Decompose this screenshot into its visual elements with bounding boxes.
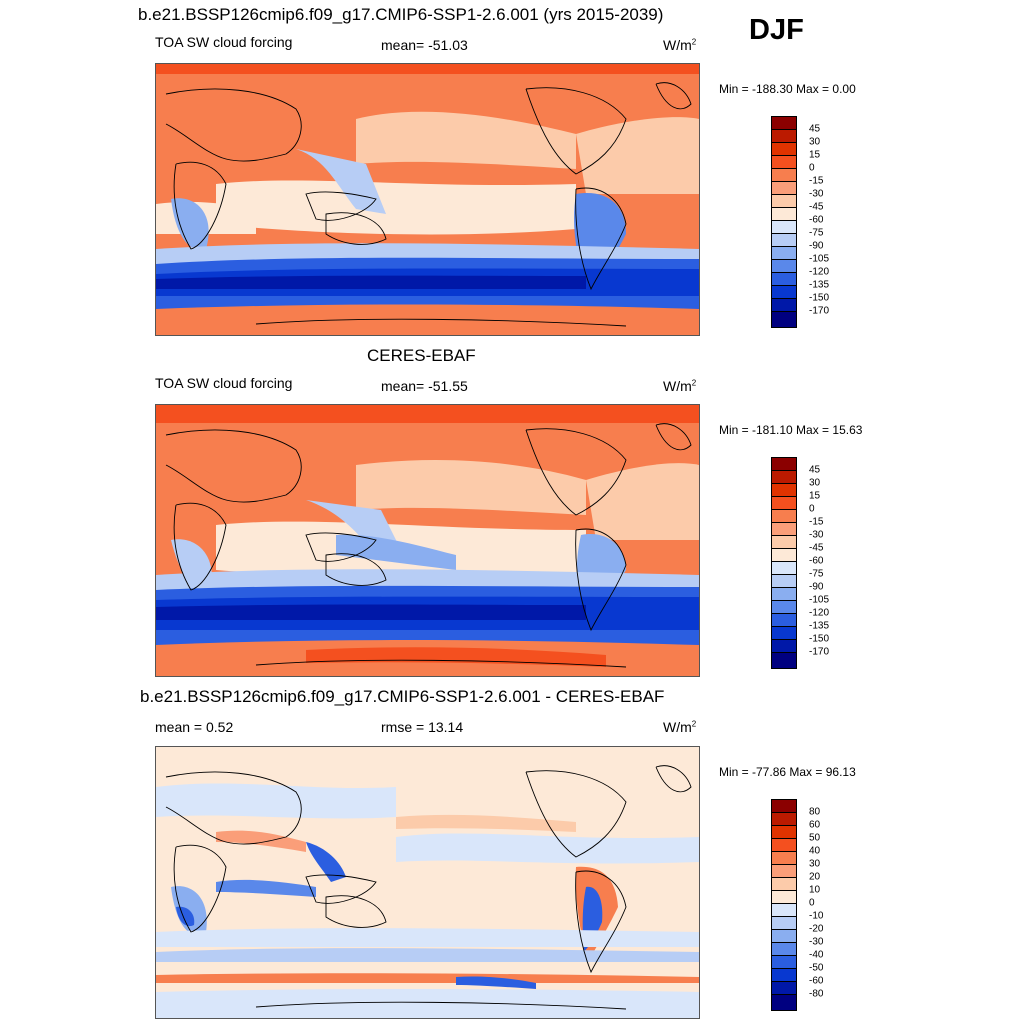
tick-label: -75: [809, 227, 824, 239]
tick-label: 30: [809, 858, 821, 870]
tick-label: -90: [809, 240, 824, 252]
panel-3-title: b.e21.BSSP126cmip6.f09_g17.CMIP6-SSP1-2.…: [140, 687, 665, 706]
panel-3-mean-label: mean = 0.52: [155, 719, 234, 735]
tick-label: -170: [809, 305, 830, 317]
tick-label: -105: [809, 253, 830, 265]
panel-3-map: [155, 746, 700, 1019]
panel-1-colorbar: [771, 116, 797, 328]
tick-label: 0: [809, 503, 815, 515]
tick-label: -135: [809, 279, 830, 291]
panel-1-variable-label: TOA SW cloud forcing: [155, 34, 293, 50]
panel-3-rmse-label: rmse = 13.14: [381, 719, 464, 735]
panel-3-minmax: Min = -77.86 Max = 96.13: [719, 765, 856, 779]
tick-label: -30: [809, 188, 824, 200]
panel-2-units: W/m2: [663, 378, 697, 394]
tick-label: -45: [809, 201, 824, 213]
tick-label: 0: [809, 162, 815, 174]
tick-label: -30: [809, 936, 824, 948]
panel-2-mean-label: mean= -51.55: [381, 378, 468, 394]
tick-label: 15: [809, 490, 821, 502]
panel-2-variable-label: TOA SW cloud forcing: [155, 375, 293, 391]
tick-label: -150: [809, 292, 830, 304]
tick-label: 40: [809, 845, 821, 857]
panel-1-map: [155, 63, 700, 336]
tick-label: -10: [809, 910, 824, 922]
tick-label: 30: [809, 136, 821, 148]
tick-label: -60: [809, 214, 824, 226]
tick-label: -60: [809, 975, 824, 987]
tick-label: -45: [809, 542, 824, 554]
tick-label: -15: [809, 175, 824, 187]
tick-label: 30: [809, 477, 821, 489]
panel-2-colorbar: [771, 457, 797, 669]
tick-label: 0: [809, 897, 815, 909]
panel-3-units: W/m2: [663, 719, 697, 735]
tick-label: -135: [809, 620, 830, 632]
tick-label: 20: [809, 871, 821, 883]
tick-label: -120: [809, 266, 830, 278]
tick-label: 45: [809, 464, 821, 476]
tick-label: 80: [809, 806, 821, 818]
panel-1-minmax: Min = -188.30 Max = 0.00: [719, 82, 856, 96]
tick-label: 50: [809, 832, 821, 844]
tick-label: -50: [809, 962, 824, 974]
panel-1-units: W/m2: [663, 37, 697, 53]
tick-label: -15: [809, 516, 824, 528]
season-label: DJF: [749, 14, 804, 46]
panel-2-map: [155, 404, 700, 677]
panel-2-title: CERES-EBAF: [367, 346, 476, 365]
tick-label: -150: [809, 633, 830, 645]
tick-label: -30: [809, 529, 824, 541]
tick-label: -90: [809, 581, 824, 593]
tick-label: -40: [809, 949, 824, 961]
tick-label: -80: [809, 988, 824, 1000]
tick-label: -170: [809, 646, 830, 658]
tick-label: 60: [809, 819, 821, 831]
panel-1-mean-label: mean= -51.03: [381, 37, 468, 53]
panel-2-minmax: Min = -181.10 Max = 15.63: [719, 423, 863, 437]
tick-label: 10: [809, 884, 821, 896]
tick-label: 45: [809, 123, 821, 135]
tick-label: -105: [809, 594, 830, 606]
tick-label: 15: [809, 149, 821, 161]
panel-1-title: b.e21.BSSP126cmip6.f09_g17.CMIP6-SSP1-2.…: [138, 5, 664, 24]
tick-label: -75: [809, 568, 824, 580]
panel-3-colorbar: [771, 799, 797, 1011]
tick-label: -20: [809, 923, 824, 935]
tick-label: -60: [809, 555, 824, 567]
tick-label: -120: [809, 607, 830, 619]
